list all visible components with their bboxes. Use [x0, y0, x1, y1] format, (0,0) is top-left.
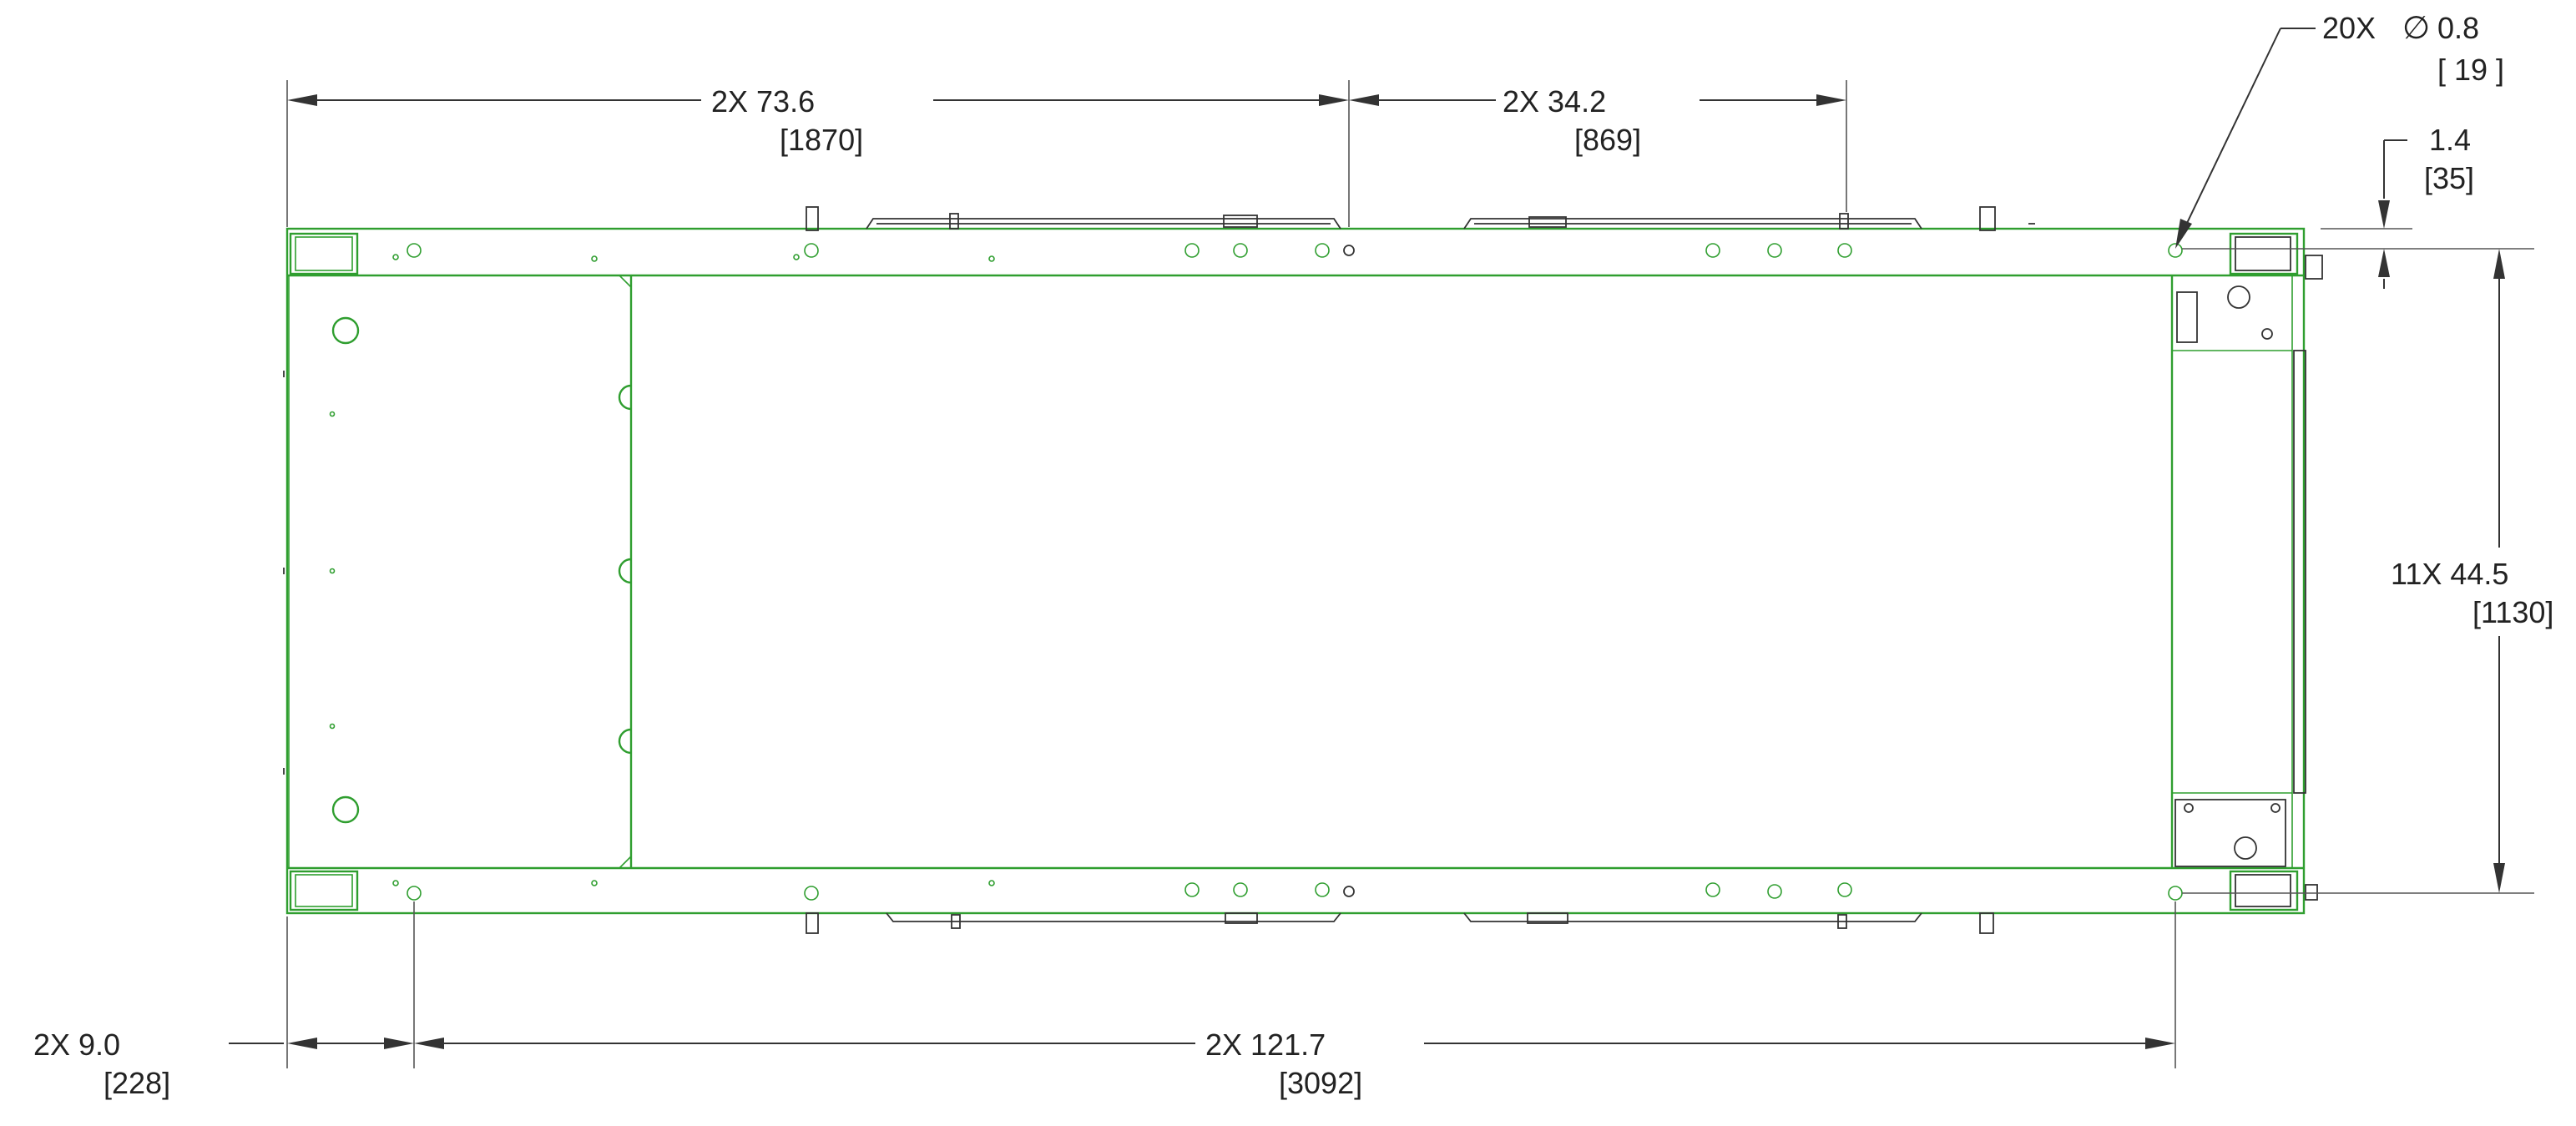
- dim-top-right-metric: [869]: [1574, 123, 1641, 157]
- hole-leader: [2175, 28, 2316, 249]
- dim-right-height-value: 11X 44.5: [2391, 557, 2508, 591]
- bottom-hardware: [806, 912, 1994, 934]
- dim-line-bottom-main: [414, 1038, 2175, 1049]
- dim-line-top-offset: [2378, 139, 2407, 289]
- extension-lines: [286, 80, 2534, 1068]
- dim-line-right-height: [2493, 249, 2505, 893]
- corner-brackets: [289, 232, 2299, 911]
- dim-top-offset-metric: [35]: [2424, 161, 2474, 195]
- dim-line-top-right: [1349, 94, 1846, 106]
- dim-bottom-left-value: 2X 9.0: [33, 1028, 120, 1062]
- bottom-rail-holes: [392, 880, 2183, 901]
- dim-bottom-main-metric: [3092]: [1279, 1066, 1362, 1100]
- dim-right-height-metric: [1130]: [2472, 595, 2553, 629]
- dim-top-left-metric: [1870]: [780, 123, 863, 157]
- left-panel-details: [283, 316, 632, 824]
- dim-top-offset-value: 1.4: [2429, 123, 2471, 157]
- hole-count: 20X: [2322, 11, 2376, 45]
- dim-bottom-main-value: 2X 121.7: [1205, 1028, 1326, 1062]
- dim-line-top-left: [287, 94, 1349, 106]
- right-end-details: [2174, 255, 2323, 901]
- dim-top-left-value: 2X 73.6: [711, 84, 815, 119]
- diameter-symbol: ∅: [2402, 11, 2430, 46]
- hole-diameter-value: 0.8: [2437, 11, 2479, 45]
- top-hardware: [806, 206, 2035, 231]
- dim-line-bottom-left: [229, 1038, 414, 1049]
- dim-bottom-left-metric: [228]: [104, 1066, 170, 1100]
- frame-outline: [285, 227, 2306, 915]
- dim-top-right-value: 2X 34.2: [1503, 84, 1606, 119]
- top-rail-holes: [392, 243, 2183, 262]
- hole-diameter-metric: [ 19 ]: [2437, 53, 2504, 87]
